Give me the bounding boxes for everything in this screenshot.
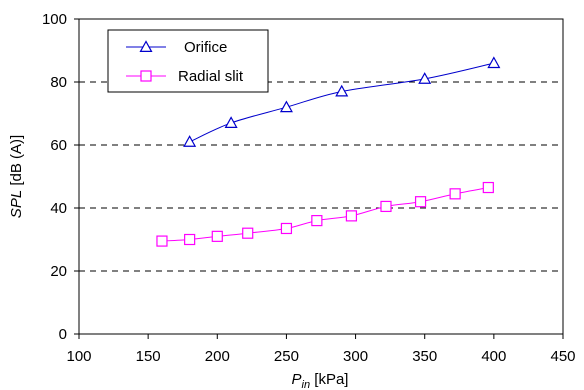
y-axis-label-unit: [dB (A)]	[8, 135, 25, 190]
data-point-triangle	[183, 135, 197, 147]
y-axis-label: SPL [dB (A)]	[8, 135, 25, 218]
data-series	[156, 56, 501, 247]
gridlines	[79, 81, 563, 272]
data-point-square	[280, 222, 293, 235]
legend-label: Radial slit	[178, 68, 244, 85]
series-radial-slit	[156, 181, 494, 247]
y-axis-ticks: 0 20 40 60 80 100	[42, 11, 79, 343]
y-axis-label-symbol: SPL	[8, 190, 25, 218]
x-tick-label: 250	[274, 348, 299, 365]
x-tick-label: 450	[550, 348, 575, 365]
data-point-square	[482, 181, 494, 194]
x-axis-label-symbol: P	[292, 371, 302, 388]
data-point-triangle	[487, 56, 501, 69]
data-point-triangle	[335, 84, 349, 97]
data-point-square	[156, 235, 168, 247]
data-point-square	[380, 200, 392, 213]
data-point-square	[184, 233, 196, 246]
x-axis-label-subscript: in	[302, 379, 311, 390]
x-tick-label: 350	[412, 348, 437, 365]
x-axis-label-unit: [kPa]	[310, 371, 348, 388]
series-line	[161, 187, 489, 242]
y-tick-label: 80	[50, 74, 67, 91]
data-point-square	[449, 188, 461, 200]
data-point-triangle	[224, 116, 238, 128]
legend-entry-orifice: Orifice	[126, 39, 227, 56]
legend-box	[107, 29, 269, 93]
legend-entry-radial-slit: Radial slit	[126, 68, 244, 85]
x-tick-label: 400	[481, 348, 506, 365]
y-tick-label: 100	[42, 11, 67, 28]
data-point-triangle	[279, 100, 293, 113]
x-axis-label: Pin [kPa]	[292, 371, 349, 390]
data-point-square	[345, 210, 358, 222]
legend: Orifice Radial slit	[107, 29, 269, 93]
y-tick-label: 40	[50, 200, 67, 217]
data-point-triangle	[418, 72, 432, 84]
plot-area-frame	[78, 18, 564, 335]
y-tick-label: 0	[59, 326, 67, 343]
data-point-square	[211, 230, 223, 242]
x-axis-ticks: 100 150 200 250 300 350 400 450	[66, 334, 576, 365]
x-tick-label: 300	[343, 348, 368, 365]
data-point-square	[140, 70, 152, 82]
data-point-square	[311, 215, 323, 227]
series-orifice	[183, 56, 501, 147]
y-tick-label: 60	[50, 137, 67, 154]
data-point-triangle	[139, 40, 153, 53]
y-tick-label: 20	[50, 263, 67, 280]
x-tick-label: 150	[136, 348, 161, 365]
x-tick-label: 100	[66, 348, 91, 365]
x-tick-label: 200	[205, 348, 230, 365]
data-point-square	[242, 227, 254, 239]
data-point-square	[414, 196, 427, 208]
legend-label: Orifice	[184, 39, 227, 56]
